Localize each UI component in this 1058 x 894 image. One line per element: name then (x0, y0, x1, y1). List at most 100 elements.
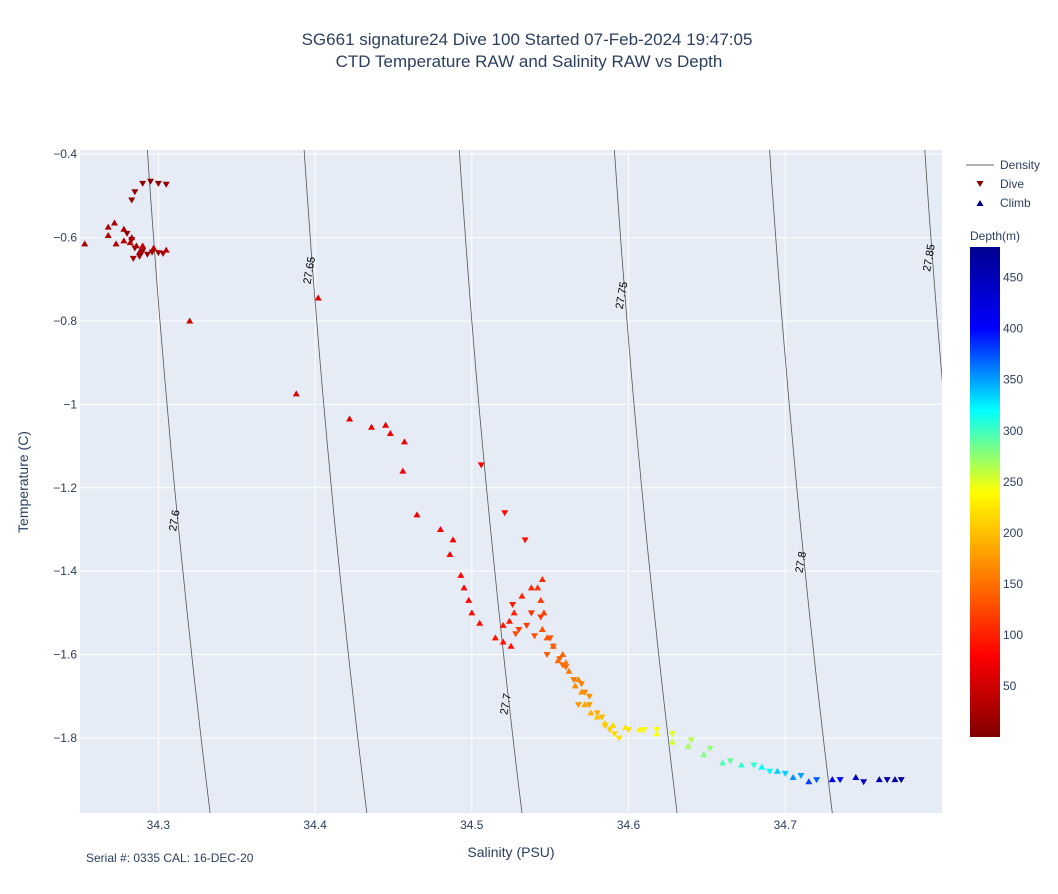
x-tick-label: 34.3 (147, 818, 171, 832)
chart-subtitle: CTD Temperature RAW and Salinity RAW vs … (336, 52, 723, 71)
climb-point (543, 634, 551, 641)
climb-point (132, 242, 140, 249)
dive-point (521, 537, 529, 544)
colorbar-tick-label: 200 (1003, 526, 1023, 540)
dive-point (139, 180, 147, 187)
y-axis-title: Temperature (C) (15, 431, 31, 533)
climb-point (789, 774, 797, 781)
climb-point (554, 657, 562, 664)
climb-point (436, 525, 444, 532)
climb-point (510, 609, 518, 616)
legend-dive-label: Dive (1000, 177, 1024, 191)
colorbar-tick-label: 400 (1003, 322, 1023, 336)
dive-point (578, 681, 586, 688)
dive-point (615, 735, 623, 742)
dive-point (148, 249, 156, 256)
climb-point (186, 317, 194, 324)
dive-point (781, 770, 789, 777)
climb-point (828, 776, 836, 783)
climb-point (399, 467, 407, 474)
climb-point (120, 237, 128, 244)
dive-point (523, 622, 531, 629)
dive-point (136, 253, 144, 260)
colorbar-tick-label: 300 (1003, 424, 1023, 438)
density-contour-line (924, 150, 942, 383)
y-tick-label: −0.8 (53, 314, 77, 328)
climb-point (538, 575, 546, 582)
density-contour-label: 27.75 (614, 281, 631, 310)
dive-point (610, 731, 618, 738)
x-tick-label: 34.5 (460, 818, 484, 832)
climb-point (446, 550, 454, 557)
climb-point (587, 709, 595, 716)
dive-point (129, 255, 137, 262)
plot-area (80, 150, 942, 813)
climb-point (499, 621, 507, 628)
climb-point (565, 667, 573, 674)
dive-point (883, 777, 891, 784)
dive-point (653, 727, 661, 734)
climb-point (636, 726, 644, 733)
climb-point (104, 223, 112, 230)
dive-point (515, 627, 523, 634)
climb-point (534, 584, 542, 591)
climb-point (346, 415, 354, 422)
dive-point (813, 777, 821, 784)
dive-point (860, 779, 868, 786)
colorbar-tick-label: 50 (1003, 679, 1017, 693)
density-contour-line (303, 150, 368, 813)
climb-point (668, 738, 676, 745)
colorbar-tick-label: 350 (1003, 373, 1023, 387)
x-tick-label: 34.4 (303, 818, 327, 832)
climb-point (400, 438, 408, 445)
y-axis-ticks: −0.4 −0.6 −0.8 −1 −1.2 −1.4 −1.6 −1.8 (53, 147, 77, 745)
climb-point (773, 767, 781, 774)
dive-point (836, 777, 844, 784)
climb-point (593, 713, 601, 720)
colorbar-tick-label: 100 (1003, 628, 1023, 642)
data-points (81, 178, 905, 786)
legend-climb-label: Climb (1000, 196, 1031, 210)
climb-point (737, 761, 745, 768)
dive-point (570, 677, 578, 684)
climb-point (891, 776, 899, 783)
climb-point (571, 682, 579, 689)
y-tick-label: −1.4 (53, 564, 77, 578)
colorbar: Depth(m) 50 100 150 200 250 300 350 400 450 (970, 229, 1023, 737)
density-contour-line (147, 150, 211, 813)
density-contour-line (769, 150, 833, 813)
climb-point (314, 294, 322, 301)
climb-point (368, 423, 376, 430)
y-tick-label: −1.2 (53, 481, 77, 495)
y-tick-label: −0.4 (53, 147, 77, 161)
x-tick-label: 34.6 (617, 818, 641, 832)
dive-point (598, 714, 606, 721)
climb-point (601, 719, 609, 726)
climb-point (468, 609, 476, 616)
density-contour-label: 27.7 (498, 692, 514, 715)
climb-point (491, 634, 499, 641)
y-tick-label: −0.6 (53, 231, 77, 245)
density-contour-label: 27.6 (167, 509, 183, 532)
dive-point (750, 762, 758, 769)
dive-point (797, 772, 805, 779)
x-tick-label: 34.7 (774, 818, 798, 832)
climb-point (460, 584, 468, 591)
climb-point (537, 596, 545, 603)
grid (80, 150, 942, 813)
climb-point (465, 596, 473, 603)
x-axis-title: Salinity (PSU) (467, 844, 554, 860)
dive-point (531, 633, 539, 640)
climb-point (139, 242, 147, 249)
climb-point (112, 240, 120, 247)
legend[interactable]: Density Dive Climb (966, 158, 1040, 210)
chart-title: SG661 signature24 Dive 100 Started 07-Fe… (302, 30, 753, 49)
climb-point (162, 246, 170, 253)
dive-point (143, 251, 151, 258)
colorbar-tick-label: 450 (1003, 271, 1023, 285)
climb-point (621, 724, 629, 731)
climb-point (507, 642, 515, 649)
colorbar-gradient (970, 247, 1000, 737)
x-axis-ticks: 34.3 34.4 34.5 34.6 34.7 (147, 818, 798, 832)
density-contours: 27.5527.627.6527.727.7527.827.8527.927.9… (147, 150, 942, 813)
